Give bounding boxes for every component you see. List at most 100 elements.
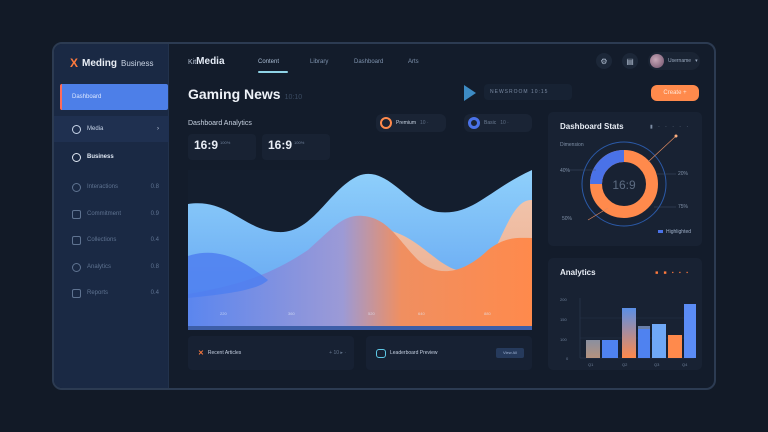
sidebar-item-label: Collections <box>87 237 117 243</box>
sidebar-item-count: 0.4 <box>150 290 159 296</box>
stat-card-1: 16:9 100% <box>188 134 256 160</box>
recent-articles-card[interactable]: ✕ Recent Articles + 10 ▸ · <box>188 336 354 370</box>
user-menu[interactable]: Username ▾ <box>648 52 700 70</box>
sidebar-item-label: Business <box>87 154 114 160</box>
topbar-brand-prefix: Kit <box>188 59 197 66</box>
clock-icon <box>72 182 81 192</box>
donut-chart: 16:9 <box>568 134 678 233</box>
area-chart: 220 360 520 640 880 <box>188 170 532 330</box>
svg-text:360: 360 <box>288 311 295 316</box>
view-all-button[interactable]: View All <box>496 348 524 358</box>
sidebar-item-label: Commitment <box>87 211 122 217</box>
sidebar: X Meding Business Dashboard Media › Busi… <box>54 44 169 388</box>
stat-unit: 100% <box>294 140 305 145</box>
stat-unit: 100% <box>220 140 231 145</box>
active-tab-indicator <box>258 71 288 73</box>
sidebar-item-analytics[interactable]: Analytics 0.8 <box>54 254 169 280</box>
svg-text:16:9: 16:9 <box>612 178 636 192</box>
sidebar-item-media[interactable]: Media › <box>54 116 169 142</box>
tab-arts[interactable]: Arts <box>408 59 419 65</box>
x-logo-icon: ✕ <box>198 350 204 357</box>
panel-menu-dots[interactable]: ■ ■ ▪ ▪ ▪ <box>655 270 690 276</box>
sidebar-item-interactions[interactable]: Interactions 0.8 <box>54 174 169 200</box>
donut-annotation: 75% <box>678 204 689 210</box>
legend-premium[interactable]: Premium 10 · <box>376 114 446 132</box>
topbar-brand-name: Media <box>196 56 225 67</box>
basic-ring-icon <box>468 117 480 129</box>
bar-panel-title: Analytics <box>560 268 596 277</box>
box-icon <box>72 235 81 245</box>
donut-annotation: 40% <box>560 168 571 174</box>
sidebar-item-count: 0.4 <box>150 237 159 243</box>
sidebar-item-collections[interactable]: Collections 0.4 <box>54 227 169 253</box>
tab-library[interactable]: Library <box>310 59 329 65</box>
settings-button[interactable]: ⚙ <box>596 53 612 69</box>
chevron-right-icon: › <box>157 126 159 132</box>
donut-panel-title: Dashboard Stats <box>560 122 624 131</box>
recent-articles-meta: + 10 ▸ · <box>329 350 346 356</box>
user-name: Username <box>668 58 692 64</box>
create-button[interactable]: Create + <box>651 85 699 101</box>
card-icon <box>72 209 81 219</box>
svg-text:Q2: Q2 <box>622 362 628 367</box>
search-input[interactable]: NEWSROOM 10:15 <box>484 84 572 100</box>
chat-icon <box>376 348 386 358</box>
page-title-badge: 10:10 <box>284 94 303 101</box>
legend-label: Premium <box>396 120 417 126</box>
bell-icon: ▤ <box>626 56 634 66</box>
sidebar-item-reports[interactable]: Reports 0.4 <box>54 280 169 306</box>
premium-ring-icon <box>380 117 392 129</box>
gear-icon: ⚙ <box>600 56 608 66</box>
sidebar-item-commitment[interactable]: Commitment 0.9 <box>54 201 169 227</box>
svg-text:220: 220 <box>220 311 227 316</box>
svg-text:Q4: Q4 <box>682 362 688 367</box>
gauge-icon <box>72 152 81 162</box>
donut-annotation: 50% <box>562 216 573 222</box>
play-icon[interactable] <box>464 85 476 101</box>
tab-content[interactable]: Content <box>258 59 280 65</box>
leaderboard-label: Leaderboard Preview <box>390 350 438 356</box>
tab-dashboard[interactable]: Dashboard <box>354 59 384 65</box>
brand-logo[interactable]: X Meding Business <box>70 56 153 70</box>
donut-annotation: 20% <box>678 171 689 177</box>
svg-text:520: 520 <box>368 311 375 316</box>
sidebar-item-business[interactable]: Business <box>54 144 169 170</box>
sidebar-item-label: Analytics <box>87 264 112 270</box>
sidebar-item-dashboard[interactable]: Dashboard <box>60 84 168 110</box>
topbar-brand: KitMedia <box>188 56 225 67</box>
donut-legend: Highlighted <box>666 229 692 235</box>
svg-text:Q1: Q1 <box>588 362 594 367</box>
avatar <box>650 54 664 68</box>
analytics-section-label: Dashboard Analytics <box>188 120 252 127</box>
user-icon <box>72 262 81 272</box>
panel-menu-dots[interactable]: ▮ · · · · · <box>649 124 690 130</box>
app-window: X Meding Business Dashboard Media › Busi… <box>52 42 716 390</box>
legend-basic[interactable]: Basic 10 · <box>464 114 532 132</box>
bar-chart: 200 150 100 0 Q1 Q2 Q3 Q4 <box>560 297 696 367</box>
page-title: Gaming News 10:10 <box>188 86 302 102</box>
page-title-text: Gaming News <box>188 86 281 102</box>
y-tick: 150 <box>560 317 567 322</box>
doc-icon <box>72 288 81 298</box>
stat-value: 16:9 <box>194 138 219 152</box>
sidebar-item-count: 0.8 <box>150 264 159 270</box>
legend-sub: 10 · <box>500 120 509 126</box>
notifications-button[interactable]: ▤ <box>622 53 638 69</box>
logo-x-icon: X <box>70 56 79 70</box>
globe-icon <box>72 124 81 134</box>
svg-text:880: 880 <box>484 311 491 316</box>
bar-panel: Analytics ■ ■ ▪ ▪ ▪ <box>548 258 702 370</box>
donut-annotation: Dimension <box>560 142 584 148</box>
leaderboard-card[interactable]: Leaderboard Preview View All <box>366 336 532 370</box>
brand-name: Meding <box>82 57 118 69</box>
sidebar-item-label: Media <box>87 126 104 132</box>
sidebar-item-label: Reports <box>87 290 109 296</box>
stat-card-2: 16:9 100% <box>262 134 330 160</box>
legend-label: Basic <box>484 120 497 126</box>
sidebar-item-count: 0.9 <box>150 211 159 217</box>
chevron-down-icon: ▾ <box>695 58 698 64</box>
legend-sub: 10 · <box>420 120 429 126</box>
stat-value: 16:9 <box>268 138 293 152</box>
sidebar-item-count: 0.8 <box>150 184 159 190</box>
sidebar-item-label: Interactions <box>87 184 119 190</box>
